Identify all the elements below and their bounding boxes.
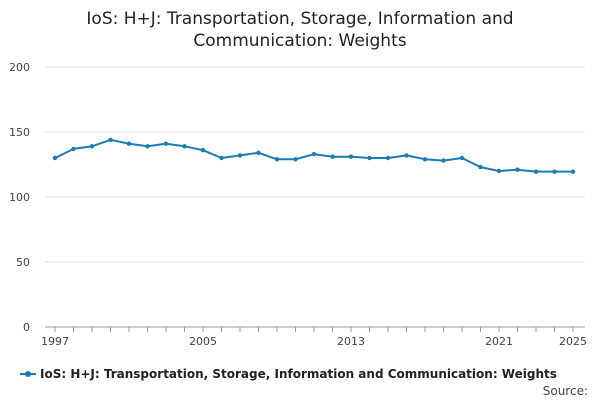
data-point-2012 [330,154,335,159]
x-tick-label-2021: 2021 [485,335,513,348]
data-point-2001 [126,141,132,146]
x-tick-label-1997: 1997 [41,335,69,348]
data-point-2003 [163,141,169,146]
y-tick-label-200: 200 [9,61,30,74]
x-axis-ticks: 1997 2005 2013 2021 2025 [41,327,587,348]
data-point-2016 [404,153,409,158]
source-label: Source: [542,384,588,398]
data-point-2024 [552,169,557,174]
y-tick-label-0: 0 [23,321,30,334]
data-point-2018 [441,158,446,163]
data-point-2020 [478,164,483,170]
x-tick-label-2025: 2025 [559,335,587,348]
data-point-2006 [219,155,224,161]
data-point-1999 [89,144,95,149]
data-point-2021 [496,168,502,174]
chart-title-line-1: IoS: H+J: Transportation, Storage, Infor… [86,9,514,29]
data-point-2010 [293,157,298,162]
legend-line-icon [20,369,36,379]
data-point-2005 [200,148,206,153]
y-tick-label-100: 100 [9,191,30,204]
chart-title: IoS: H+J: Transportation, Storage, Infor… [0,8,600,52]
data-point-2019 [459,155,465,161]
y-tick-label-50: 50 [16,256,30,269]
y-axis-ticks: 0 50 100 150 200 [9,61,30,334]
y-tick-label-150: 150 [9,126,30,139]
legend-label: IoS: H+J: Transportation, Storage, Infor… [40,367,557,381]
data-point-2000 [108,137,113,142]
data-point-2015 [385,155,391,161]
data-point-2008 [256,150,261,155]
data-point-2017 [422,157,428,162]
data-point-1998 [71,146,76,152]
grid-lines [45,66,585,328]
x-tick-label-2013: 2013 [337,335,365,348]
data-point-2014 [367,155,372,161]
data-point-2007 [237,153,243,158]
data-point-2023 [533,169,539,174]
chart-title-line-2: Communication: Weights [193,31,407,51]
series-layer [52,137,576,174]
legend[interactable]: IoS: H+J: Transportation, Storage, Infor… [20,365,557,383]
data-point-2025 [570,169,576,174]
data-point-2009 [274,157,280,162]
data-point-2011 [311,151,317,157]
data-point-2002 [145,144,150,149]
data-point-2004 [182,144,187,149]
data-point-1997 [52,155,58,161]
data-point-2022 [515,167,520,172]
x-tick-label-2005: 2005 [189,335,217,348]
data-point-2013 [348,154,354,159]
